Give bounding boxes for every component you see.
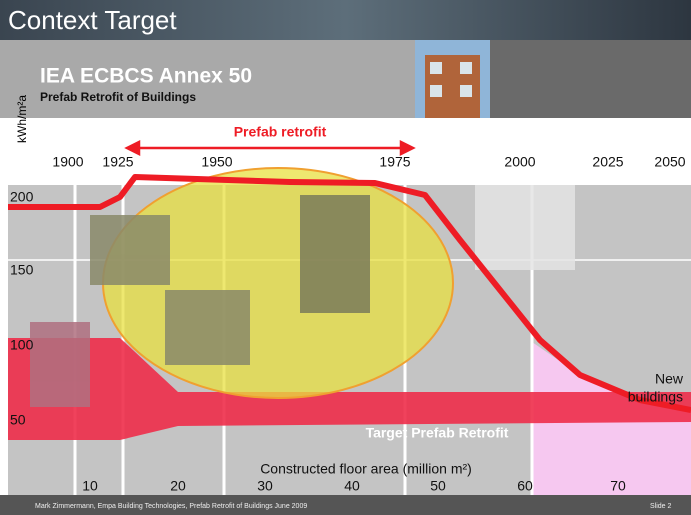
area-tick-label: 10 — [82, 478, 98, 494]
year-label: 2050 — [654, 154, 685, 170]
slide-title: Context Target — [8, 5, 177, 35]
area-tick-label: 30 — [257, 478, 273, 494]
y-tick-label: 100 — [10, 337, 34, 353]
footer-credit: Mark Zimmermann, Empa Building Technolog… — [35, 503, 307, 510]
body: Context Target IEA ECBCS Annex 50 Prefab… — [0, 0, 691, 515]
building-photo — [475, 185, 575, 270]
year-label: 1925 — [102, 154, 133, 170]
year-label: 1950 — [201, 154, 232, 170]
building-photo — [300, 195, 370, 313]
y-tick-label: 50 — [10, 412, 26, 428]
retrofit-span-label: Prefab retrofit — [234, 124, 327, 140]
area-tick-label: 70 — [610, 478, 626, 494]
subtitle: Prefab Retrofit of Buildings — [40, 90, 196, 104]
area-tick-label: 40 — [344, 478, 360, 494]
footer-slide: Slide 2 — [650, 503, 672, 510]
new-buildings-label: New — [655, 371, 684, 387]
y-axis-label: kWh/m²a — [15, 95, 29, 143]
x-axis-label: Constructed floor area (million m²) — [260, 461, 472, 477]
year-label: 2000 — [504, 154, 535, 170]
building-photo — [415, 40, 490, 118]
building-photo — [165, 290, 250, 365]
building-photo — [90, 215, 170, 285]
y-tick-label: 200 — [10, 189, 34, 205]
photo-window — [460, 62, 472, 74]
year-label: 1975 — [379, 154, 410, 170]
year-label: 1900 — [52, 154, 83, 170]
header-dark — [490, 40, 691, 118]
new-buildings-label: buildings — [628, 389, 683, 405]
photo-window — [430, 85, 442, 97]
y-tick-label: 150 — [10, 262, 34, 278]
target-label: Target Prefab Retrofit — [366, 425, 509, 441]
photo-window — [460, 85, 472, 97]
area-tick-label: 20 — [170, 478, 186, 494]
year-label: 2025 — [592, 154, 623, 170]
slide: Context Target IEA ECBCS Annex 50 Prefab… — [0, 0, 691, 515]
building-photo — [30, 322, 90, 407]
area-tick-label: 60 — [517, 478, 533, 494]
photo-window — [430, 62, 442, 74]
area-tick-label: 50 — [430, 478, 446, 494]
page: {"header":{"title":"Context Target","pro… — [0, 0, 691, 515]
project-title: IEA ECBCS Annex 50 — [40, 65, 252, 88]
